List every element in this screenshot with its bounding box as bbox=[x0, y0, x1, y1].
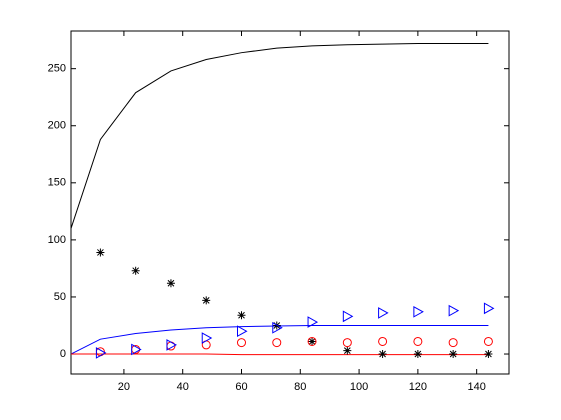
data-marker bbox=[131, 266, 140, 275]
data-marker bbox=[307, 316, 319, 328]
data-marker bbox=[166, 279, 175, 288]
data-marker bbox=[166, 339, 177, 351]
data-marker bbox=[484, 350, 493, 359]
y-tick-label: 150 bbox=[48, 177, 66, 189]
data-marker bbox=[272, 338, 282, 348]
x-tick-label: 100 bbox=[350, 381, 368, 393]
data-marker bbox=[449, 350, 458, 359]
y-tick-label: 250 bbox=[48, 63, 66, 75]
data-marker bbox=[378, 307, 389, 319]
data-marker bbox=[413, 336, 423, 346]
data-marker bbox=[413, 350, 422, 359]
data-marker bbox=[131, 343, 142, 356]
data-marker bbox=[413, 305, 424, 318]
data-marker bbox=[343, 346, 352, 355]
data-line bbox=[71, 353, 489, 356]
data-marker bbox=[237, 311, 246, 320]
data-marker bbox=[201, 332, 213, 344]
data-marker bbox=[202, 296, 211, 305]
y-tick-label: 200 bbox=[48, 120, 66, 132]
x-tick-label: 140 bbox=[467, 381, 485, 393]
data-marker bbox=[95, 347, 107, 359]
axes-box bbox=[70, 30, 510, 375]
y-tick-label: 100 bbox=[48, 234, 66, 246]
data-line bbox=[70, 43, 489, 229]
data-marker bbox=[236, 325, 248, 338]
x-tick-label: 80 bbox=[294, 381, 306, 393]
data-marker bbox=[342, 310, 354, 323]
x-tick-label: 60 bbox=[235, 381, 247, 393]
y-tick-label: 50 bbox=[54, 291, 66, 303]
data-marker bbox=[483, 302, 495, 315]
data-marker bbox=[307, 336, 317, 346]
data-marker bbox=[483, 336, 493, 346]
data-marker bbox=[342, 338, 352, 348]
data-marker bbox=[236, 338, 246, 348]
y-tick-label: 0 bbox=[60, 348, 66, 360]
x-tick-label: 120 bbox=[409, 381, 427, 393]
data-marker bbox=[308, 337, 317, 346]
data-marker bbox=[272, 321, 283, 334]
x-tick-label: 40 bbox=[177, 381, 189, 393]
data-marker bbox=[448, 338, 458, 348]
data-marker bbox=[378, 350, 387, 359]
data-marker bbox=[378, 336, 388, 346]
data-marker bbox=[96, 248, 105, 257]
x-tick-label: 20 bbox=[118, 381, 130, 393]
data-marker bbox=[448, 304, 460, 317]
